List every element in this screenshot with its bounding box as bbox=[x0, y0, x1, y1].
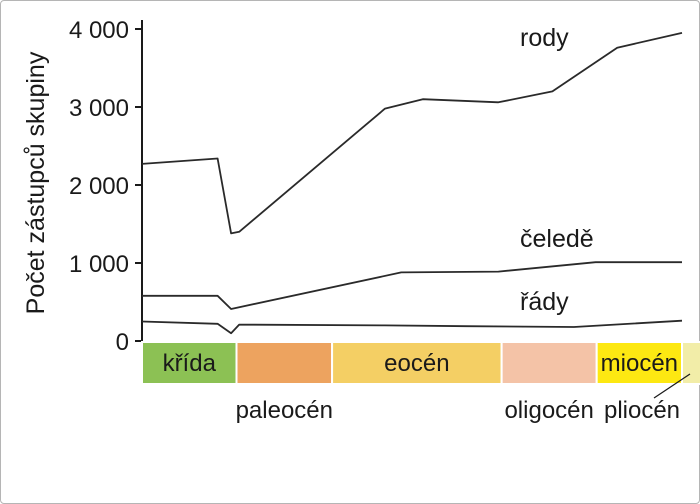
period-label: eocén bbox=[384, 350, 449, 377]
series-line-čeledě bbox=[142, 261, 682, 310]
period-label: miocén bbox=[601, 350, 678, 377]
y-tick-label: 4 000 bbox=[69, 17, 129, 44]
series-label: řády bbox=[520, 288, 569, 316]
period-label: pliocén bbox=[604, 397, 680, 424]
y-tick-label: 0 bbox=[116, 329, 129, 356]
y-tick-label: 3 000 bbox=[69, 95, 129, 122]
y-tick-label: 2 000 bbox=[69, 173, 129, 200]
period-block bbox=[500, 341, 598, 385]
series-lines: rody čeledě řády bbox=[141, 24, 683, 335]
y-tick-label: 1 000 bbox=[69, 251, 129, 278]
period-label: oligocén bbox=[504, 397, 593, 424]
period-block bbox=[595, 341, 683, 385]
series-line-rody bbox=[141, 32, 683, 235]
period-label: paleocén bbox=[236, 397, 333, 424]
period-block bbox=[681, 341, 700, 385]
y-axis-title: Počet zástupců skupiny bbox=[22, 51, 50, 314]
geologic-periods: křída paleocén eocén oligocén miocén pliocén bbox=[141, 341, 700, 424]
period-block bbox=[235, 341, 334, 385]
series-line-řády bbox=[141, 319, 683, 335]
period-label: křída bbox=[163, 350, 217, 377]
series-label: rody bbox=[520, 24, 569, 52]
period-leader-line bbox=[653, 373, 691, 399]
y-ticks: 0 1 000 2 000 3 000 4 000 bbox=[69, 17, 142, 356]
series-label: čeledě bbox=[520, 225, 594, 253]
